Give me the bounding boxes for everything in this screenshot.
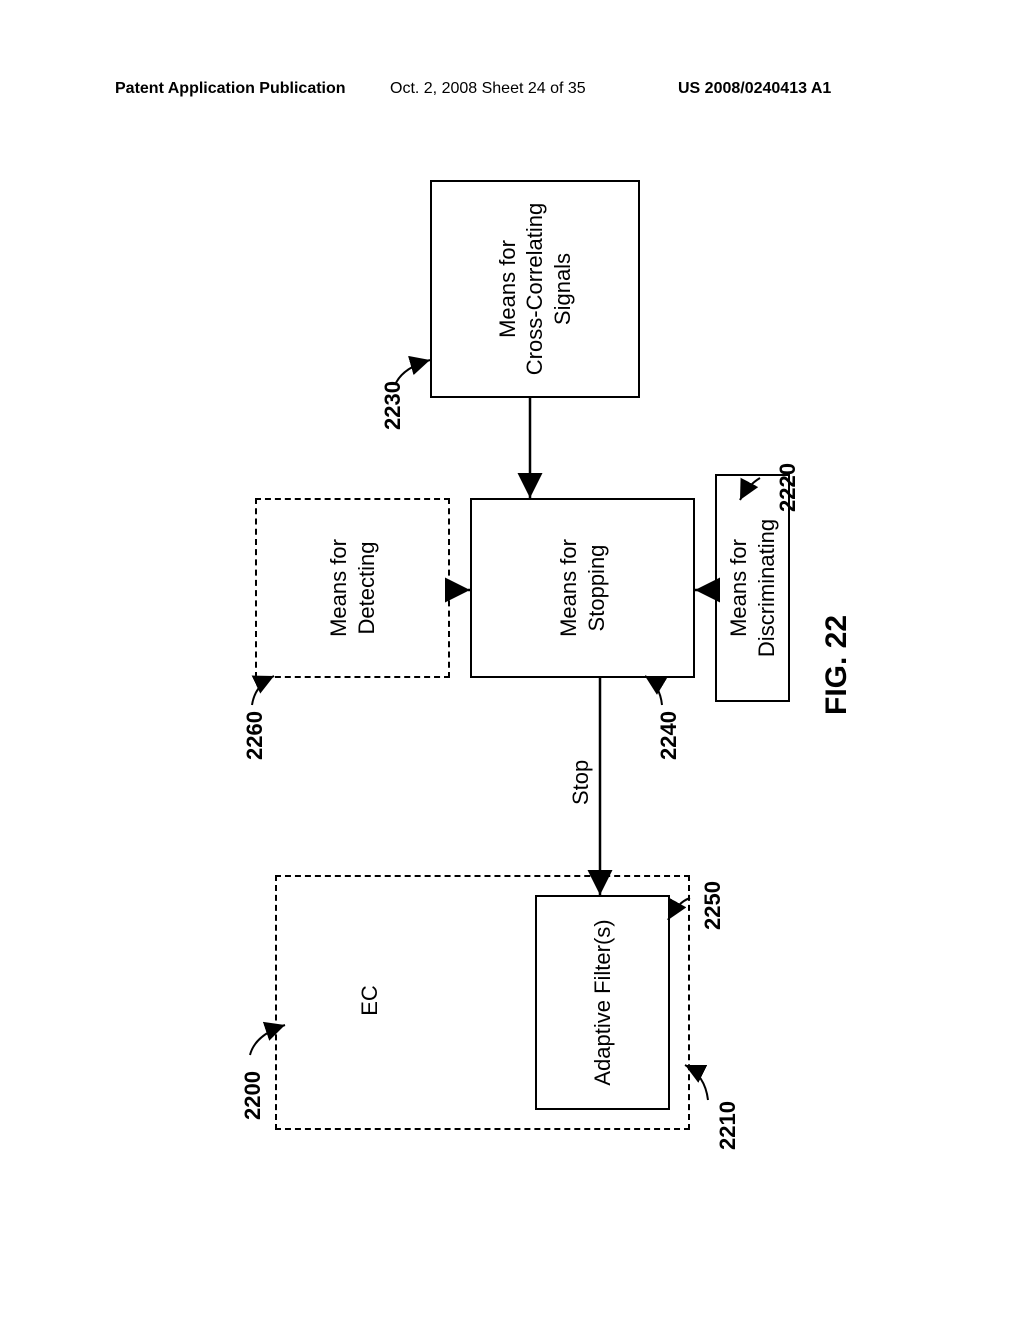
header-right-text: US 2008/0240413 A1 (678, 80, 831, 98)
refptr-2260 (252, 676, 274, 705)
refptr-2230 (395, 360, 430, 385)
header-left-text: Patent Application Publication (115, 80, 346, 98)
header-center-text: Oct. 2, 2008 Sheet 24 of 35 (390, 80, 586, 98)
figure-area: EC Adaptive Filter(s) Means for Detectin… (110, 155, 910, 1155)
refptr-2210 (685, 1065, 708, 1100)
figure-label: FIG. 22 (820, 615, 854, 715)
refptr-2200 (250, 1025, 285, 1055)
refptr-2240 (645, 676, 662, 705)
diagram: EC Adaptive Filter(s) Means for Detectin… (230, 180, 790, 1130)
page-header: Patent Application Publication Oct. 2, 2… (0, 80, 1024, 110)
refptr-2250 (668, 898, 690, 920)
arrows-overlay (230, 180, 790, 1130)
refptr-2220 (740, 478, 760, 500)
